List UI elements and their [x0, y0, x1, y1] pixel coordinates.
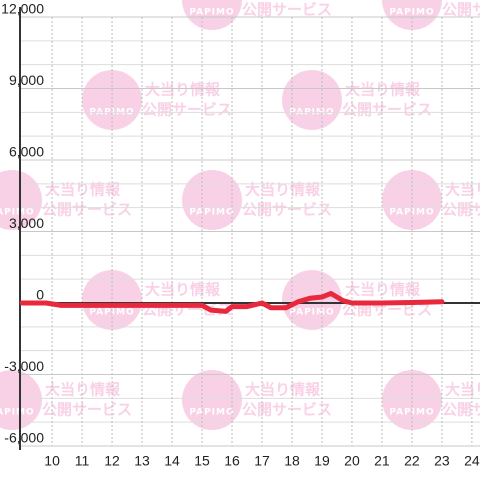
- x-tick-label: 11: [75, 453, 90, 469]
- watermark-logo: PAPIMO: [0, 408, 35, 418]
- watermark-text: 大当り情報: [345, 281, 421, 299]
- watermark-text: 公開サービス: [342, 101, 432, 119]
- watermark-text: 公開サービス: [442, 401, 480, 419]
- watermark-text: 公開サービス: [42, 201, 132, 219]
- x-tick-label: 18: [284, 453, 300, 469]
- watermark-text: 大当り情報: [145, 281, 221, 299]
- watermark-text: 公開サービス: [142, 101, 232, 119]
- watermark-circle: [182, 170, 242, 230]
- y-tick-label: -6,000: [4, 430, 44, 446]
- watermark-text: 公開サービス: [242, 1, 332, 19]
- watermark-logo: PAPIMO: [189, 8, 234, 18]
- watermark-circle: [282, 70, 342, 130]
- watermark-text: 公開サービス: [442, 1, 480, 19]
- x-tick-label: 10: [44, 453, 60, 469]
- x-tick-label: 21: [374, 453, 390, 469]
- x-tick-label: 19: [314, 453, 330, 469]
- y-tick-label: 9,000: [9, 72, 44, 88]
- watermark-logo: PAPIMO: [0, 208, 35, 218]
- x-tick-label: 16: [224, 453, 240, 469]
- y-tick-label: -3,000: [4, 358, 44, 374]
- x-tick-label: 12: [104, 453, 120, 469]
- watermark-text: 大当り情報: [45, 381, 121, 399]
- data-line: [19, 290, 445, 314]
- watermark-circle: [382, 370, 442, 430]
- watermark-text: 大当り情報: [145, 81, 221, 99]
- watermark-logo: PAPIMO: [189, 408, 234, 418]
- x-tick-label: 14: [164, 453, 180, 469]
- watermark-text: 大当り情報: [445, 381, 480, 399]
- watermark-text: 公開サービス: [242, 401, 332, 419]
- watermark-circle: [82, 270, 142, 330]
- watermark-circle: [382, 0, 442, 30]
- x-tick-label: 24: [464, 453, 480, 469]
- watermark-text: 大当り情報: [45, 181, 121, 199]
- watermark-text: 大当り情報: [245, 181, 321, 199]
- x-tick-label: 22: [404, 453, 420, 469]
- watermark: PAPIMO大当り情報公開サービスPAPIMO大当り情報公開サービスPAPIMO…: [0, 0, 480, 430]
- watermark-circle: [82, 70, 142, 130]
- x-tick-label: 13: [134, 453, 150, 469]
- watermark-logo: PAPIMO: [389, 208, 434, 218]
- watermark-logo: PAPIMO: [389, 408, 434, 418]
- y-tick-label: 0: [36, 287, 44, 303]
- watermark-text: 大当り情報: [245, 381, 321, 399]
- watermark-text: 公開サービス: [442, 201, 480, 219]
- x-tick-label: 20: [344, 453, 360, 469]
- watermark-circle: [182, 370, 242, 430]
- watermark-logo: PAPIMO: [89, 308, 134, 318]
- watermark-text: 大当り情報: [345, 81, 421, 99]
- y-tick-label: 3,000: [9, 215, 44, 231]
- y-tick-label: 6,000: [9, 144, 44, 160]
- watermark-logo: PAPIMO: [389, 8, 434, 18]
- watermark-circle: [182, 0, 242, 30]
- watermark-circle: [382, 170, 442, 230]
- watermark-text: 公開サービス: [242, 201, 332, 219]
- x-tick-label: 15: [194, 453, 210, 469]
- x-tick-label: 17: [254, 453, 270, 469]
- watermark-text: 大当り情報: [445, 181, 480, 199]
- y-tick-label: 12,000: [1, 1, 44, 17]
- watermark-logo: PAPIMO: [289, 308, 334, 318]
- watermark-logo: PAPIMO: [189, 208, 234, 218]
- watermark-text: 公開サービス: [42, 401, 132, 419]
- x-tick-label: 23: [434, 453, 450, 469]
